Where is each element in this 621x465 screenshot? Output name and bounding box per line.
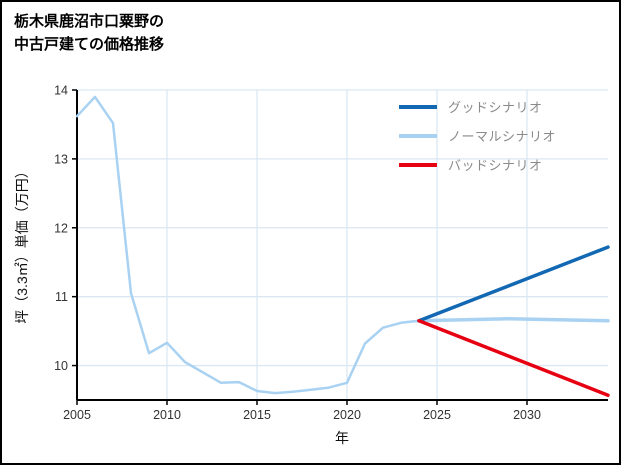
x-tick-label: 2015 (243, 408, 271, 422)
y-tick-label: 12 (54, 221, 68, 235)
legend: グッドシナリオ ノーマルシナリオ バッドシナリオ (399, 97, 556, 174)
chart-title-line1: 栃木県鹿沼市口粟野の (14, 13, 165, 30)
x-tick-label: 2020 (333, 408, 361, 422)
x-tick-label: 2005 (63, 408, 91, 422)
y-tick-label: 13 (54, 152, 68, 166)
legend-label-bad: バッドシナリオ (448, 158, 543, 173)
chart-title-line2: 中古戸建ての価格推移 (14, 36, 165, 54)
legend-item-bad: バッドシナリオ (399, 155, 556, 174)
y-tick-label: 14 (54, 84, 68, 98)
series-line-normal (417, 316, 610, 323)
legend-label-normal: ノーマルシナリオ (448, 129, 557, 144)
series-line-bad (417, 319, 610, 397)
x-axis-label: 年 (335, 430, 349, 446)
y-tick-label: 11 (55, 290, 68, 304)
legend-label-good: グッドシナリオ (448, 100, 543, 115)
x-tick-label: 2025 (423, 408, 451, 422)
legend-line-normal-icon (399, 133, 437, 138)
y-axis-label: 坪（3.3㎡）単価（万円） (14, 164, 30, 324)
legend-item-good: グッドシナリオ (399, 97, 556, 116)
x-tick-label: 2030 (513, 408, 541, 422)
series-line-good (417, 245, 610, 323)
legend-line-good-icon (399, 104, 437, 109)
history-line (75, 95, 421, 395)
legend-line-bad-icon (399, 162, 437, 167)
x-tick-label: 2010 (153, 408, 181, 422)
legend-item-normal: ノーマルシナリオ (399, 126, 556, 145)
chart-title: 栃木県鹿沼市口粟野の 中古戸建ての価格推移 (14, 10, 164, 57)
y-tick-label: 10 (54, 359, 68, 373)
